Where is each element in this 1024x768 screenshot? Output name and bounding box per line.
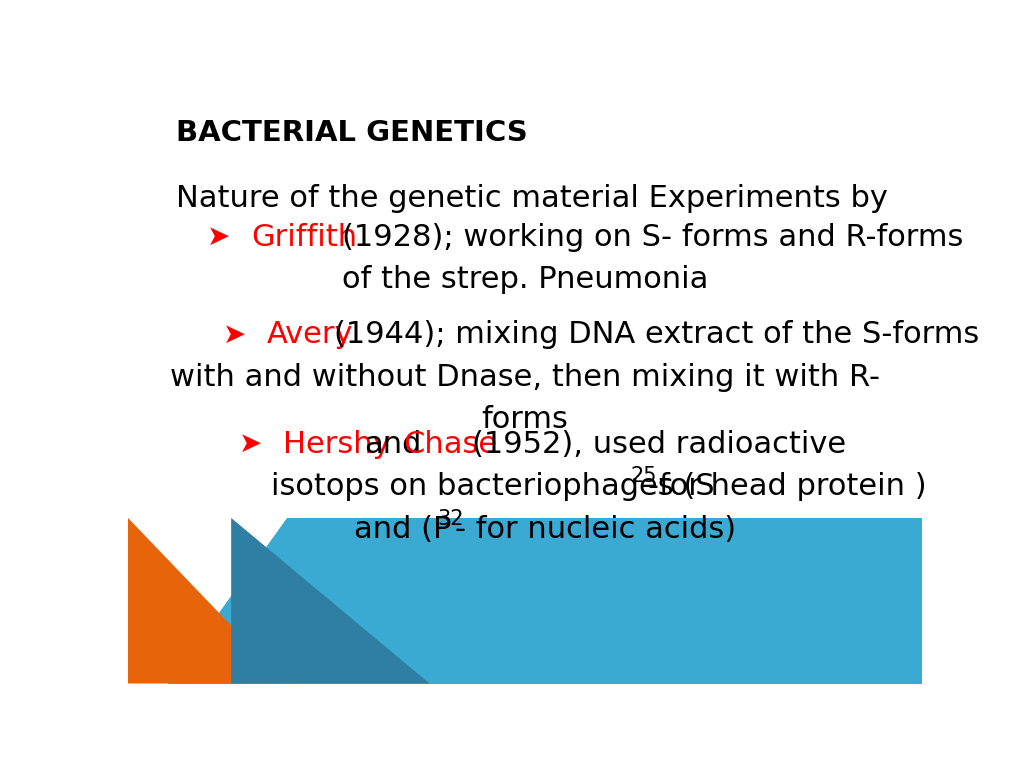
- Text: with and without Dnase, then mixing it with R-: with and without Dnase, then mixing it w…: [170, 362, 880, 392]
- Text: 32: 32: [437, 508, 464, 528]
- Text: Nature of the genetic material Experiments by: Nature of the genetic material Experimen…: [176, 184, 888, 213]
- Text: ➤: ➤: [207, 223, 230, 251]
- Text: Chase: Chase: [403, 429, 498, 458]
- Text: (1944); mixing DNA extract of the S-forms: (1944); mixing DNA extract of the S-form…: [334, 320, 980, 349]
- Text: Hershy: Hershy: [283, 429, 390, 458]
- Text: and: and: [365, 429, 422, 458]
- Text: -for head protein ): -for head protein ): [648, 472, 927, 501]
- Text: ➤: ➤: [240, 430, 262, 458]
- Polygon shape: [168, 518, 922, 684]
- Text: of the strep. Pneumonia: of the strep. Pneumonia: [342, 265, 708, 294]
- Polygon shape: [128, 518, 287, 684]
- Text: ➤: ➤: [223, 320, 247, 349]
- Text: Avery: Avery: [267, 320, 353, 349]
- Text: and (P: and (P: [354, 515, 452, 544]
- Text: (1928); working on S- forms and R-forms: (1928); working on S- forms and R-forms: [342, 223, 964, 252]
- Text: - for nucleic acids): - for nucleic acids): [455, 515, 736, 544]
- Text: BACTERIAL GENETICS: BACTERIAL GENETICS: [176, 119, 527, 147]
- Text: isotops on bacteriophages (S: isotops on bacteriophages (S: [270, 472, 715, 501]
- Text: (1952), used radioactive: (1952), used radioactive: [472, 429, 846, 458]
- Text: 25: 25: [631, 466, 656, 486]
- Text: forms: forms: [481, 406, 568, 434]
- Text: Griffith: Griffith: [251, 223, 357, 252]
- Polygon shape: [231, 518, 430, 684]
